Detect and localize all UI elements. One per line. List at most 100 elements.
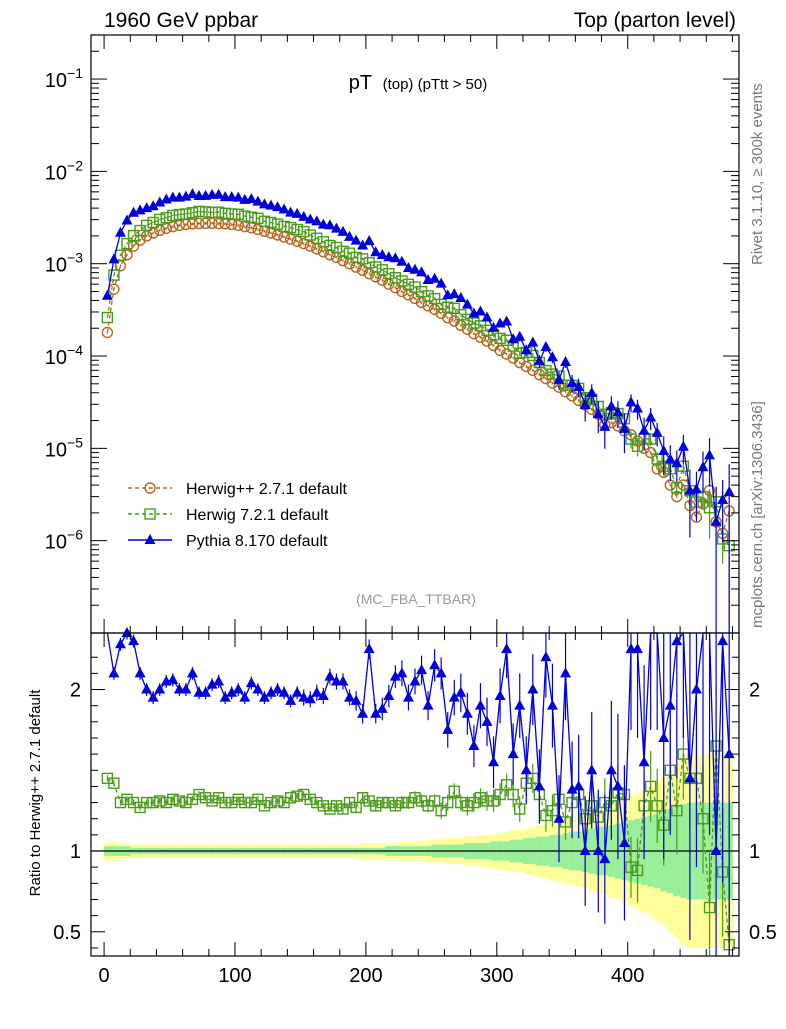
data-point [690, 683, 702, 694]
data-point [658, 445, 670, 456]
data-point [317, 236, 330, 248]
data-point [383, 796, 395, 809]
data-point [324, 803, 336, 815]
data-point [232, 208, 244, 220]
data-point [494, 332, 506, 345]
data-point [566, 783, 578, 794]
data-point [154, 795, 166, 807]
data-point [154, 224, 166, 237]
plot-title: pT (top) (pTtt > 50) [349, 72, 487, 94]
data-point [356, 253, 369, 265]
ratio-y-tick-label: 1 [70, 841, 81, 863]
data-point [271, 218, 284, 230]
x-tick-label: 400 [611, 965, 644, 987]
data-point [631, 440, 644, 452]
series-layer [101, 188, 735, 956]
data-point [645, 411, 657, 422]
data-point [664, 699, 676, 710]
data-point [579, 845, 591, 856]
data-point [697, 461, 709, 472]
plot-title-sub: (top) (pTtt > 50) [383, 76, 488, 93]
ratio-y-tick-label-right: 1 [749, 841, 760, 863]
mc-uncertainty-bands [91, 754, 739, 948]
data-point [409, 675, 421, 686]
legend-label: Herwig++ 2.7.1 default [186, 481, 348, 498]
data-point [566, 376, 578, 387]
data-point [304, 693, 316, 704]
data-point [370, 261, 382, 273]
data-point [723, 486, 735, 497]
data-point [317, 218, 329, 229]
data-point [435, 277, 447, 288]
data-point [671, 481, 683, 494]
data-point [219, 207, 231, 220]
data-point [291, 223, 303, 236]
data-point [265, 686, 277, 697]
data-point [546, 699, 558, 710]
data-point [245, 211, 258, 223]
data-point [324, 670, 336, 681]
data-point [455, 796, 467, 809]
data-point [284, 221, 297, 234]
data-point [599, 853, 611, 864]
y-tick-label: 10−1 [45, 65, 83, 92]
data-point [651, 800, 663, 812]
data-point [677, 440, 689, 451]
data-point [376, 264, 388, 276]
ratio-y-tick-label-right: 0.5 [749, 922, 777, 944]
data-point [212, 206, 225, 218]
data-point [376, 702, 388, 713]
data-point [121, 237, 133, 250]
legend: Herwig++ 2.7.1 default Herwig 7.2.1 defau… [128, 481, 348, 550]
data-point [396, 796, 408, 809]
data-point [540, 364, 552, 377]
data-point [631, 864, 644, 877]
data-point [101, 289, 113, 300]
data-point [199, 217, 212, 229]
data-point [455, 291, 467, 302]
data-point [632, 643, 644, 654]
data-point [226, 796, 238, 809]
data-point [108, 253, 120, 264]
data-point [304, 213, 316, 224]
data-point [278, 203, 290, 214]
data-point [533, 368, 546, 381]
data-point [494, 344, 506, 357]
data-point [285, 694, 297, 705]
data-point [298, 691, 310, 702]
x-tick-label: 100 [218, 965, 251, 987]
data-point [199, 206, 212, 218]
data-point [474, 792, 487, 804]
data-point [553, 812, 565, 823]
data-point [245, 796, 258, 809]
data-point [429, 659, 441, 670]
data-point [507, 748, 519, 759]
data-point [226, 208, 238, 220]
data-point [376, 796, 388, 809]
data-point [258, 215, 271, 227]
data-point [167, 209, 179, 222]
data-point [599, 420, 611, 431]
data-point [527, 336, 539, 347]
mcplots-label: mcplots.cern.ch [arXiv:1306.3436] [749, 401, 766, 628]
data-point [173, 795, 186, 807]
data-point [147, 216, 159, 229]
data-point [278, 220, 290, 233]
x-tick-label: 200 [349, 965, 382, 987]
data-point [396, 275, 408, 287]
data-point [671, 804, 683, 817]
data-point [461, 800, 474, 812]
data-point [108, 269, 120, 281]
data-point [605, 764, 617, 775]
data-point [193, 205, 205, 218]
data-point [710, 515, 722, 526]
data-point [396, 255, 408, 266]
data-point [272, 683, 284, 694]
data-point [402, 691, 414, 702]
data-point [186, 207, 199, 219]
data-point [560, 667, 572, 678]
data-point [416, 266, 428, 277]
data-point [592, 845, 604, 856]
y-tick-label: 10−6 [45, 527, 83, 554]
data-point [409, 263, 421, 274]
